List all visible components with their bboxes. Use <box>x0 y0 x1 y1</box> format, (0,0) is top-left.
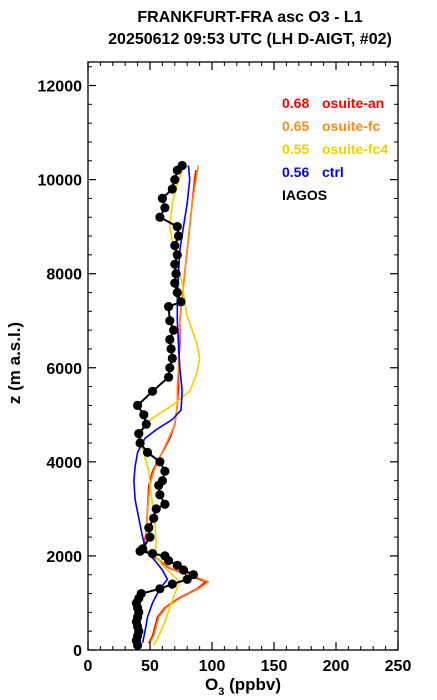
iagos-point-46 <box>165 316 175 326</box>
plot-frame <box>87 61 399 651</box>
y-axis-label: z (m a.s.l.) <box>5 322 24 404</box>
x-tick-label-4: 200 <box>323 658 350 675</box>
legend-score: 0.56 <box>282 164 309 180</box>
y-tick-label-5: 10000 <box>38 173 83 190</box>
x-tick-label-0: 0 <box>84 658 93 675</box>
iagos-point-35 <box>134 429 144 439</box>
legend-score: 0.55 <box>282 141 309 157</box>
iagos-point-55 <box>173 231 184 241</box>
legend-entry-IAGOS: IAGOS <box>282 187 327 203</box>
legend-label: osuite-an <box>322 95 384 111</box>
iagos-point-58 <box>160 203 170 213</box>
iagos-point-36 <box>141 419 151 429</box>
legend-entry-osuite-fc4: 0.55 osuite-fc4 <box>282 141 388 157</box>
iagos-point-12 <box>155 584 165 594</box>
iagos-point-26 <box>151 504 161 514</box>
legend-entry-osuite-an: 0.68 osuite-an <box>282 95 384 111</box>
legend-score: 0.68 <box>282 95 309 111</box>
y-tick-label-0: 0 <box>73 643 82 660</box>
legend-label: ctrl <box>322 164 344 180</box>
iagos-point-25 <box>149 513 159 523</box>
iagos-point-60 <box>167 184 177 194</box>
y-tick-label-3: 6000 <box>46 361 82 378</box>
series-line-osuite-fc <box>144 165 210 644</box>
iagos-point-59 <box>157 193 167 203</box>
legend-label: osuite-fc <box>322 118 381 134</box>
x-axis-label: O3 (ppbv) <box>205 675 281 698</box>
chart-title-line2: 20250612 09:53 UTC (LH D-AIGT, #02) <box>108 31 392 48</box>
iagos-point-39 <box>147 386 158 396</box>
iagos-point-22 <box>138 544 148 554</box>
iagos-point-44 <box>165 334 175 345</box>
legend-entry-osuite-fc: 0.65 osuite-fc <box>282 118 381 134</box>
iagos-point-42 <box>167 353 177 363</box>
iagos-point-13 <box>167 579 177 589</box>
iagos-point-19 <box>160 551 170 561</box>
legend-score: 0.65 <box>282 118 309 134</box>
iagos-point-48 <box>176 297 186 307</box>
iagos-point-33 <box>142 447 153 457</box>
iagos-point-61 <box>170 175 180 185</box>
iagos-point-24 <box>144 523 154 533</box>
iagos-point-34 <box>135 438 145 448</box>
legend: 0.68 osuite-an 0.65 osuite-fc 0.55 osuite-fc4… <box>282 95 388 203</box>
x-tick-label-5: 250 <box>385 658 412 675</box>
series-layer <box>131 160 210 650</box>
iagos-point-37 <box>139 410 149 420</box>
iagos-point-38 <box>133 400 143 410</box>
y-tick-label-4: 8000 <box>46 267 82 284</box>
legend-entry-ctrl: 0.56 ctrl <box>282 164 344 180</box>
iagos-point-43 <box>166 344 176 354</box>
iagos-point-51 <box>171 269 181 279</box>
iagos-point-27 <box>160 499 170 509</box>
x-tick-label-1: 50 <box>141 658 159 675</box>
legend-label: IAGOS <box>282 187 327 203</box>
y-tick-label-6: 12000 <box>38 79 83 96</box>
iagos-point-47 <box>164 302 174 312</box>
y-tick-label-2: 4000 <box>46 455 82 472</box>
iagos-point-53 <box>172 250 182 260</box>
iagos-point-54 <box>170 240 180 251</box>
iagos-point-28 <box>155 490 165 500</box>
y-tick-label-1: 2000 <box>46 549 82 566</box>
x-tick-label-2: 100 <box>199 658 226 675</box>
iagos-point-41 <box>165 363 175 373</box>
iagos-point-49 <box>172 287 182 298</box>
chart-title-line1: FRANKFURT-FRA asc O3 - L1 <box>137 9 362 26</box>
iagos-point-45 <box>169 325 179 335</box>
iagos-point-30 <box>157 476 167 486</box>
axes: 0 50 100 150 200 250 0 2000 4000 6000 8000 10000 120… <box>38 61 412 675</box>
legend-label: osuite-fc4 <box>322 141 388 157</box>
iagos-point-50 <box>170 278 180 288</box>
iagos-point-17 <box>172 560 182 570</box>
iagos-point-40 <box>164 372 174 382</box>
iagos-point-15 <box>188 570 198 580</box>
iagos-point-32 <box>155 457 165 467</box>
x-tick-label-3: 150 <box>261 658 288 675</box>
iagos-point-31 <box>160 466 170 476</box>
iagos-point-23 <box>145 532 155 542</box>
iagos-point-56 <box>172 222 182 232</box>
iagos-point-63 <box>177 160 187 171</box>
iagos-point-52 <box>170 259 180 269</box>
iagos-point-57 <box>155 212 165 222</box>
iagos-point-11 <box>136 589 146 599</box>
iagos-point-20 <box>147 549 158 559</box>
